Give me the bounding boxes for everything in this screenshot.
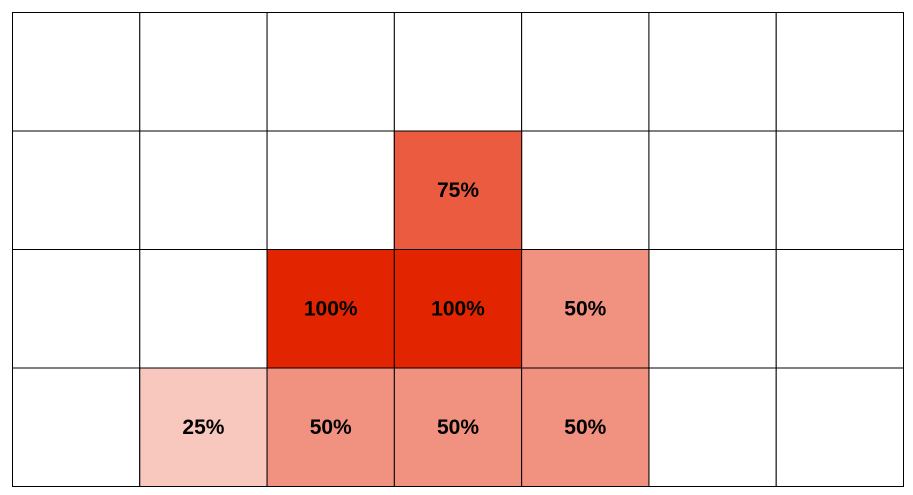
grid-cell	[775, 249, 905, 369]
heat-cell	[394, 368, 522, 487]
heat-cell	[394, 249, 522, 368]
grid-cell	[648, 249, 777, 369]
grid-cell	[648, 12, 777, 132]
grid-cell	[12, 12, 141, 132]
grid-cell	[139, 130, 268, 250]
cell-label: 100%	[431, 297, 485, 320]
grid-cell	[393, 12, 523, 132]
grid-cell	[139, 249, 268, 369]
grid-cell	[648, 130, 777, 250]
cell-label: 50%	[310, 416, 352, 439]
cell-label: 50%	[564, 297, 606, 320]
grid-cell	[521, 12, 650, 132]
heat-cell	[521, 249, 649, 368]
grid-cell	[12, 249, 141, 369]
grid-cell	[12, 367, 141, 487]
grid-cell	[775, 367, 905, 487]
grid-cell	[266, 12, 395, 132]
grid-cell	[266, 130, 395, 250]
cell-border	[521, 367, 650, 487]
grid-cell	[775, 12, 905, 132]
cell-fill-base	[139, 368, 268, 487]
heat-cell	[267, 249, 395, 368]
cell-label: 100%	[304, 297, 358, 320]
grid-cell	[775, 130, 905, 250]
grid-cell	[12, 130, 141, 250]
heat-cell	[394, 131, 522, 250]
cell-label: 25%	[182, 416, 224, 439]
grid-cell	[139, 12, 268, 132]
grid-cell	[648, 367, 777, 487]
grid-cell	[521, 130, 650, 250]
heat-cell	[521, 368, 649, 487]
cell-label: 75%	[437, 179, 479, 202]
heat-cell	[139, 368, 268, 487]
cell-label: 50%	[437, 416, 479, 439]
cell-label: 50%	[564, 416, 606, 439]
heat-cell	[267, 368, 395, 487]
